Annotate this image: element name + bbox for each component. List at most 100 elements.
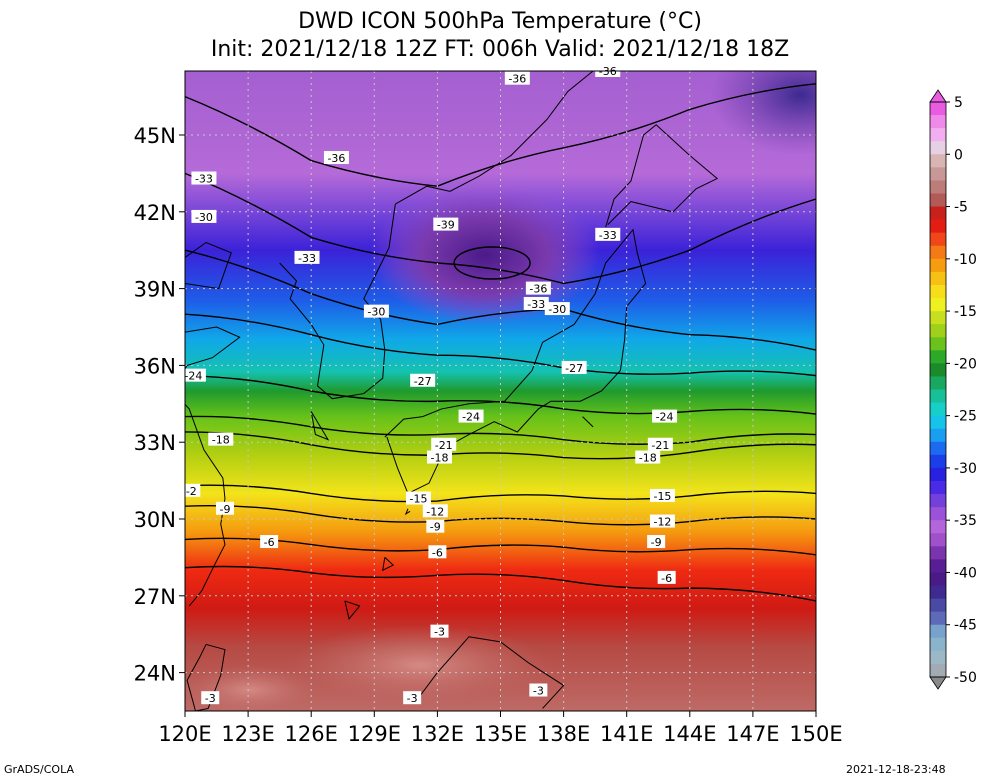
coastline bbox=[279, 204, 396, 400]
contour-label-bg bbox=[191, 171, 217, 185]
colorbar-swatch bbox=[930, 441, 946, 456]
colorbar-swatch bbox=[930, 402, 946, 417]
contour-label-bg bbox=[405, 491, 431, 505]
colorbar-label: -20 bbox=[954, 356, 977, 372]
lon-tick-label: 147E bbox=[726, 722, 779, 746]
contour-label-bg bbox=[595, 227, 621, 241]
lon-tick-label: 120E bbox=[158, 722, 211, 746]
colorbar-swatch bbox=[930, 167, 946, 181]
contour-label: -6 bbox=[264, 536, 275, 549]
colorbar-swatch bbox=[930, 428, 946, 443]
lat-tick-label: 27N bbox=[134, 585, 176, 609]
contour-label: -18 bbox=[212, 434, 230, 447]
contour-label: -30 bbox=[367, 306, 385, 319]
contour-label: -2 bbox=[186, 485, 197, 498]
lon-tick-label: 129E bbox=[348, 722, 401, 746]
contour-label-bg bbox=[427, 450, 453, 464]
colorbar-label: -30 bbox=[954, 461, 977, 477]
colorbar-frame bbox=[929, 101, 947, 678]
contour-label: -33 bbox=[195, 173, 213, 186]
map-title: DWD ICON 500hPa Temperature (°C) bbox=[298, 9, 702, 34]
contour-label: -24 bbox=[184, 370, 202, 383]
lon-tick-label: 150E bbox=[789, 722, 842, 746]
contour-label: -18 bbox=[639, 452, 657, 465]
colorbar-label: -15 bbox=[954, 304, 977, 320]
contour-label-bg bbox=[260, 535, 279, 549]
lat-lon-grid bbox=[185, 71, 816, 711]
contour-label-bg bbox=[504, 71, 530, 85]
colorbar-label: 0 bbox=[954, 147, 963, 163]
colorbar-swatch bbox=[930, 232, 946, 247]
contour-label-bg bbox=[529, 683, 548, 697]
contour-label: -36 bbox=[327, 152, 345, 165]
contour-label-bg bbox=[647, 437, 673, 451]
contour-label-bg bbox=[426, 519, 445, 533]
coastline bbox=[404, 508, 411, 516]
contour-label: -30 bbox=[548, 303, 566, 316]
coastline bbox=[186, 643, 226, 711]
lon-tick-label: 144E bbox=[663, 722, 716, 746]
lat-tick-label: 39N bbox=[134, 278, 176, 302]
contour-label: -21 bbox=[651, 439, 669, 452]
lon-tick-label: 138E bbox=[537, 722, 590, 746]
contour-label-bg bbox=[649, 488, 675, 502]
colorbar-swatch bbox=[930, 611, 946, 626]
colorbar-swatch bbox=[930, 415, 946, 430]
colorbar-label: -10 bbox=[954, 252, 977, 268]
contour-label-bg bbox=[410, 373, 436, 387]
colorbar-swatch bbox=[930, 102, 946, 116]
footer-credit: GrADS/COLA bbox=[4, 763, 74, 776]
contour-label: -18 bbox=[431, 452, 449, 465]
contour-label-bg bbox=[422, 504, 448, 518]
colorbar-swatch bbox=[930, 193, 946, 208]
lat-tick-label: 42N bbox=[134, 201, 176, 225]
colorbar-swatch bbox=[930, 624, 946, 639]
contour-label: -33 bbox=[599, 229, 617, 242]
contour-label: -15 bbox=[409, 493, 427, 506]
colorbar-swatch bbox=[930, 389, 946, 404]
isotherm bbox=[185, 484, 816, 503]
contour-label-bg bbox=[647, 535, 666, 549]
contour-label: -6 bbox=[661, 572, 672, 585]
contour-label-bg bbox=[363, 304, 389, 318]
colorbar-swatch bbox=[930, 572, 946, 587]
isotherm bbox=[185, 313, 816, 377]
contour-label: -27 bbox=[565, 362, 583, 375]
contour-label: -36 bbox=[508, 73, 526, 86]
colorbar-label: -35 bbox=[954, 513, 977, 529]
colorbar-max-arrow bbox=[929, 89, 947, 103]
colorbar-label: -45 bbox=[954, 618, 977, 634]
contour-label-bg bbox=[208, 432, 234, 446]
contour-label: -33 bbox=[298, 252, 316, 265]
contour-label: -3 bbox=[205, 692, 216, 705]
contour-label: -24 bbox=[462, 411, 480, 424]
coastline bbox=[344, 600, 361, 620]
contour-label: -3 bbox=[407, 692, 418, 705]
coastline bbox=[185, 241, 232, 290]
lat-tick-label: 45N bbox=[134, 124, 176, 148]
contour-label: -36 bbox=[529, 283, 547, 296]
colorbar-swatch bbox=[930, 337, 946, 351]
lon-tick-label: 123E bbox=[221, 722, 274, 746]
contour-label-bg bbox=[215, 501, 234, 515]
contour-label-bg bbox=[652, 409, 678, 423]
contour-label: -24 bbox=[656, 411, 674, 424]
colorbar: 5 0 -5 -10 -15 -20 -25 -30 -35 -40 -45 -50 bbox=[929, 89, 977, 690]
contour-label: -30 bbox=[195, 211, 213, 224]
colorbar-swatch bbox=[930, 128, 946, 142]
contour-label-bg bbox=[180, 368, 206, 382]
colorbar-label: 5 bbox=[954, 95, 963, 111]
contour-label-bg bbox=[657, 570, 676, 584]
contour-label: -27 bbox=[414, 375, 432, 388]
contour-label: -12 bbox=[426, 505, 444, 518]
colorbar-swatch bbox=[930, 480, 946, 495]
contour-label: -39 bbox=[437, 219, 455, 232]
contour-label-bg bbox=[201, 691, 220, 705]
lat-tick-label: 30N bbox=[134, 508, 176, 532]
isotherm-closed bbox=[453, 246, 531, 280]
contour-label-bg bbox=[323, 151, 349, 165]
colorbar-swatch bbox=[930, 663, 946, 678]
colorbar-swatch bbox=[930, 206, 946, 221]
contour-label-bg bbox=[182, 483, 201, 497]
